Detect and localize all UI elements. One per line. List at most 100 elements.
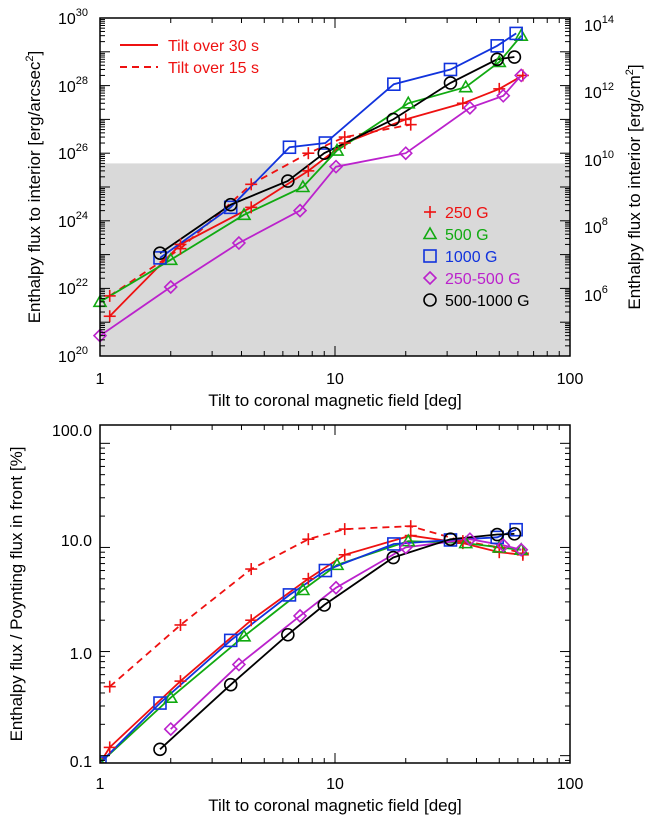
- bottom-y-tick-label: 1.0: [70, 646, 92, 663]
- top-panel: 1 10 100 1020 1022 1024 1026 1028 1030 1…: [24, 7, 644, 410]
- bottom-x-tick-label: 10: [326, 776, 344, 793]
- bottom-series-line-3: [100, 528, 517, 763]
- bottom-panel: 1 10 100 0.1 1.0 10.0 100.0 Tilt to coro…: [7, 423, 583, 815]
- legend-label-500-1000g: 500-1000 G: [445, 293, 530, 310]
- top-data-point: [496, 88, 511, 103]
- top-x-tick-label: 100: [557, 371, 584, 388]
- top-data-point: [328, 159, 344, 174]
- top-ticks: [99, 17, 571, 357]
- top-data-point: [387, 77, 401, 92]
- bottom-data-point: [329, 557, 345, 571]
- top-right-y-tick-label: 106: [584, 284, 608, 305]
- top-data-point: [231, 235, 247, 251]
- legend-marker-symbol: [423, 249, 437, 263]
- bottom-y-axis-label: Enthalpy flux / Poynting flux in front […: [7, 447, 26, 742]
- top-data-point: [174, 242, 187, 255]
- bottom-data-point: [281, 627, 295, 642]
- bottom-data-point: [245, 614, 258, 627]
- bottom-data-point: [513, 542, 529, 556]
- bottom-data-point: [387, 537, 401, 551]
- legend-label-250g: 250 G: [445, 205, 489, 222]
- top-y-tick-label: 1030: [58, 7, 88, 28]
- legend-dashed-line-label: Tilt over 15 s: [168, 60, 259, 77]
- top-data-point: [456, 97, 469, 110]
- bottom-series-lines: [100, 525, 524, 763]
- top-data-point: [404, 118, 417, 131]
- top-data-point: [292, 203, 308, 218]
- legend-marker-250g: [424, 206, 436, 218]
- legend-marker-500-1000g: [423, 293, 437, 307]
- bottom-data-point: [491, 539, 507, 553]
- bottom-x-tick-label: 100: [557, 776, 584, 793]
- bottom-data-point: [338, 523, 351, 536]
- top-shaded-region: [100, 163, 570, 356]
- top-data-point: [317, 146, 332, 160]
- top-y-tick-label: 1020: [58, 345, 88, 366]
- bottom-data-point: [328, 580, 344, 595]
- top-data-point: [282, 140, 297, 155]
- top-data-point: [302, 147, 315, 160]
- top-y-axis-label: Enthalpy flux to interior [erg/arcsec2]: [24, 51, 44, 324]
- bottom-data-point: [507, 527, 522, 541]
- bottom-data-point: [223, 677, 238, 692]
- top-series-line-3: [159, 32, 517, 259]
- bottom-y-tick-label: 10.0: [61, 533, 92, 550]
- bottom-series-line-4: [170, 538, 522, 730]
- top-data-point: [399, 113, 412, 126]
- top-data-point: [318, 136, 333, 150]
- top-data-point: [329, 142, 345, 156]
- top-data-point: [386, 112, 401, 127]
- top-data-point: [462, 100, 478, 115]
- top-x-tick-label: 10: [326, 371, 344, 388]
- bottom-data-point: [400, 533, 416, 547]
- bottom-data-point: [443, 532, 458, 546]
- bottom-data-point: [404, 520, 417, 533]
- bottom-data-point: [318, 563, 333, 578]
- legend-marker-symbol: [422, 270, 438, 286]
- bottom-data-point: [302, 572, 315, 585]
- top-data-point: [245, 178, 258, 191]
- bottom-data-point: [223, 633, 238, 648]
- legend-marker-500g: [422, 226, 438, 240]
- top-right-y-axis-label: Enthalpy flux to interior [erg/cm2]: [624, 64, 644, 309]
- legend-marker-symbol: [424, 206, 436, 218]
- legend-marker-symbol: [423, 293, 437, 307]
- bottom-data-point: [317, 598, 332, 612]
- bottom-ticks: [99, 425, 571, 763]
- bottom-plot-frame: [99, 424, 571, 764]
- bottom-data-point: [514, 542, 529, 557]
- top-data-point: [245, 201, 258, 214]
- bottom-data-point: [490, 527, 504, 542]
- top-data-point: [223, 197, 238, 212]
- bottom-data-point: [163, 690, 179, 704]
- top-data-point: [443, 62, 458, 77]
- bottom-series-line-2: [100, 540, 522, 763]
- legend-marker-symbol: [422, 226, 438, 240]
- bottom-y-tick-label: 100.0: [52, 423, 92, 440]
- bottom-data-point: [295, 582, 311, 596]
- bottom-data-point: [398, 540, 413, 555]
- top-y-tick-label: 1022: [58, 277, 88, 298]
- bottom-data-point: [153, 742, 167, 757]
- top-data-point: [163, 252, 179, 266]
- bottom-data-point: [236, 628, 252, 642]
- bottom-data-point: [386, 550, 401, 565]
- bottom-data-point: [245, 563, 258, 576]
- top-series-markers: [92, 26, 529, 343]
- top-x-axis-label: Tilt to coronal magnetic field [deg]: [208, 391, 462, 410]
- top-series-line-4: [99, 74, 522, 337]
- top-data-point: [236, 207, 252, 221]
- top-data-point: [490, 52, 504, 67]
- top-data-point: [295, 179, 311, 193]
- top-data-point: [302, 164, 315, 177]
- top-data-point: [443, 76, 458, 90]
- bottom-data-point: [338, 548, 351, 561]
- bottom-data-point: [153, 696, 167, 710]
- bottom-x-axis-label: Tilt to coronal magnetic field [deg]: [208, 796, 462, 815]
- top-y-tick-label: 1024: [58, 210, 88, 231]
- legend-label-500g: 500 G: [445, 227, 489, 244]
- top-data-point: [163, 279, 178, 295]
- top-data-point: [490, 39, 504, 53]
- top-data-point: [398, 146, 413, 161]
- top-data-point: [507, 50, 522, 64]
